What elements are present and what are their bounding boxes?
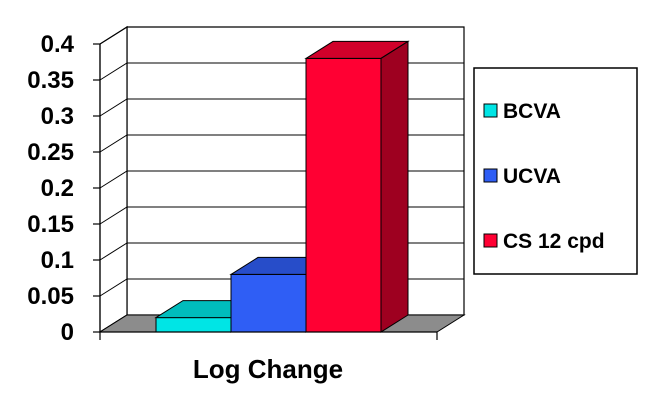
legend-swatch <box>483 103 498 118</box>
legend-label: UCVA <box>503 165 561 188</box>
bar-front <box>155 317 232 333</box>
y-tick-label: 0.25 <box>27 139 74 166</box>
y-tick-label: 0.35 <box>27 67 74 94</box>
legend-item-bcva: BCVA <box>483 100 561 123</box>
bar-side <box>380 40 409 333</box>
gridline <box>99 26 464 45</box>
y-tick-labels: 0 0.05 0.1 0.15 0.2 0.25 0.3 0.35 0.4 <box>27 31 74 346</box>
y-tick-label: 0.4 <box>41 31 75 58</box>
legend-item-cs-12-cpd: CS 12 cpd <box>483 230 605 253</box>
legend-item-ucva: UCVA <box>483 165 561 188</box>
x-category-label: Log Change <box>193 354 343 384</box>
bar-front <box>230 273 307 333</box>
y-tick-label: 0 <box>61 319 74 346</box>
legend: BCVA UCVA CS 12 cpd <box>473 67 638 275</box>
bar-front <box>305 57 382 333</box>
legend-box <box>473 67 638 275</box>
legend-swatch <box>483 168 498 183</box>
legend-label: BCVA <box>503 100 561 123</box>
bar-cs-12-cpd <box>304 40 410 333</box>
legend-swatch <box>483 233 498 248</box>
y-tick-label: 0.2 <box>41 175 74 202</box>
bars <box>154 40 410 333</box>
y-tick-label: 0.3 <box>41 103 74 130</box>
legend-label: CS 12 cpd <box>503 230 605 253</box>
y-tick-label: 0.05 <box>27 283 74 310</box>
y-tick-label: 0.15 <box>27 211 74 238</box>
y-axis <box>93 43 438 340</box>
y-tick-label: 0.1 <box>41 247 74 274</box>
